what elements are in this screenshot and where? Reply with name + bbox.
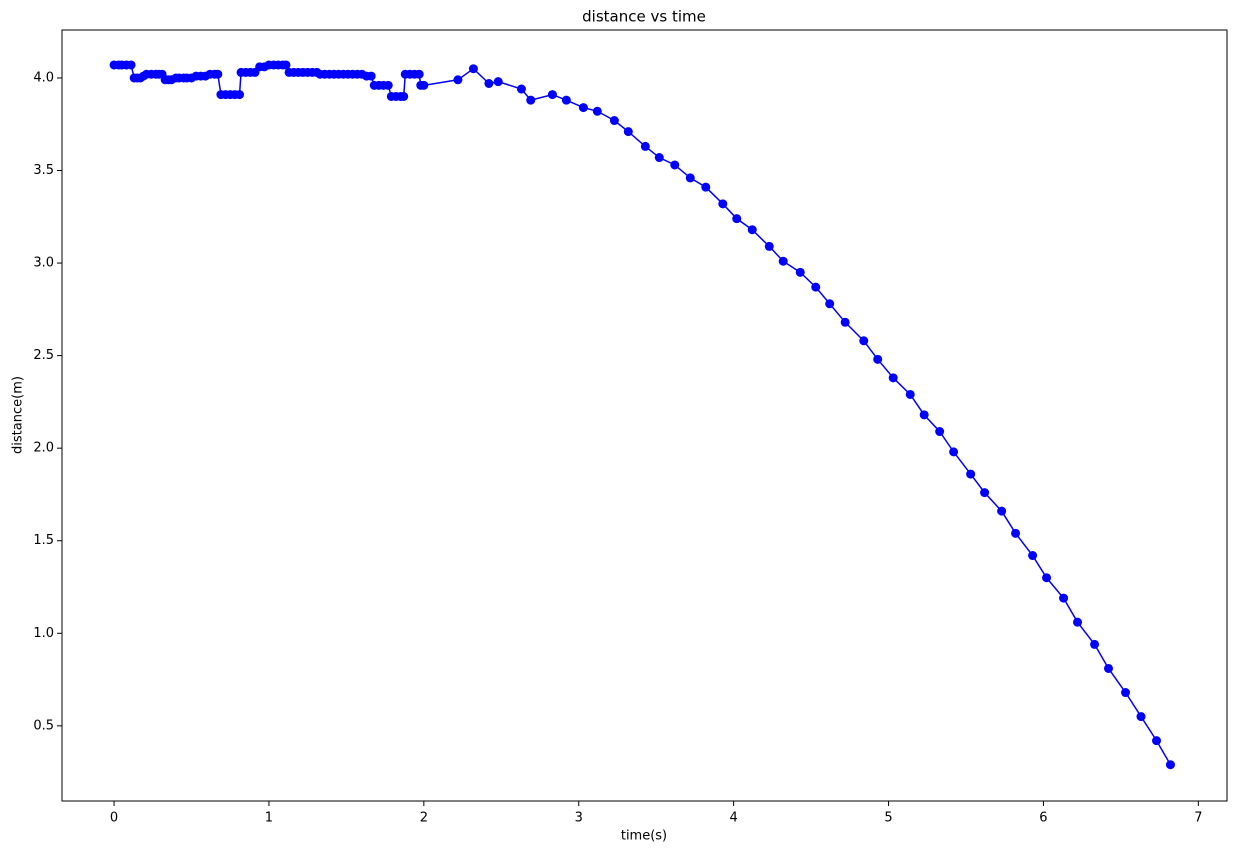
data-point bbox=[811, 282, 821, 292]
data-point bbox=[670, 160, 680, 170]
y-tick-label: 3.5 bbox=[33, 163, 54, 178]
data-point bbox=[980, 488, 990, 498]
plot-frame bbox=[61, 29, 1228, 802]
data-point bbox=[383, 80, 393, 90]
data-point bbox=[609, 116, 619, 126]
data-point bbox=[764, 241, 774, 251]
data-point bbox=[526, 95, 536, 105]
data-point bbox=[859, 336, 869, 346]
data-point bbox=[213, 69, 223, 79]
x-tick-label: 1 bbox=[265, 811, 273, 826]
data-point bbox=[453, 75, 463, 85]
x-tick-label: 0 bbox=[110, 811, 118, 826]
data-point bbox=[1059, 593, 1069, 603]
data-point bbox=[484, 78, 494, 88]
data-point bbox=[281, 60, 291, 70]
y-tick-label: 1.0 bbox=[33, 626, 54, 641]
data-point bbox=[1165, 760, 1175, 770]
y-tick-label: 3.0 bbox=[33, 256, 54, 271]
y-tick-label: 2.0 bbox=[33, 441, 54, 456]
data-point bbox=[126, 60, 136, 70]
data-point bbox=[468, 64, 478, 74]
data-point bbox=[840, 317, 850, 327]
chart-title: distance vs time bbox=[582, 8, 706, 26]
data-point bbox=[905, 389, 915, 399]
data-point bbox=[778, 256, 788, 266]
y-tick-label: 0.5 bbox=[33, 718, 54, 733]
data-point bbox=[873, 354, 883, 364]
data-point bbox=[949, 447, 959, 457]
data-point bbox=[399, 91, 409, 101]
data-point bbox=[561, 95, 571, 105]
data-point bbox=[919, 410, 929, 420]
data-point bbox=[1121, 688, 1131, 698]
data-point bbox=[1104, 663, 1114, 673]
data-point bbox=[1011, 528, 1021, 538]
x-tick-label: 5 bbox=[884, 811, 892, 826]
data-point bbox=[825, 299, 835, 309]
data-point bbox=[935, 427, 945, 437]
y-tick-label: 1.5 bbox=[33, 533, 54, 548]
data-point bbox=[718, 199, 728, 209]
y-tick-label: 4.0 bbox=[33, 70, 54, 85]
data-point bbox=[1136, 712, 1146, 722]
data-point bbox=[1152, 736, 1162, 746]
data-point bbox=[1090, 639, 1100, 649]
y-tick-label: 2.5 bbox=[33, 348, 54, 363]
data-point bbox=[997, 506, 1007, 516]
data-point bbox=[578, 103, 588, 113]
x-tick-label: 6 bbox=[1039, 811, 1047, 826]
data-point bbox=[747, 225, 757, 235]
data-point bbox=[888, 373, 898, 383]
x-tick-label: 2 bbox=[420, 811, 428, 826]
data-point bbox=[547, 90, 557, 100]
data-point bbox=[592, 106, 602, 116]
data-point bbox=[516, 84, 526, 94]
data-point bbox=[366, 71, 376, 81]
data-point bbox=[493, 77, 503, 87]
data-point bbox=[1073, 617, 1083, 627]
data-point bbox=[654, 153, 664, 163]
x-tick-label: 3 bbox=[575, 811, 583, 826]
data-point bbox=[414, 69, 424, 79]
x-axis-label: time(s) bbox=[621, 829, 667, 844]
x-tick-label: 4 bbox=[730, 811, 738, 826]
data-point bbox=[795, 267, 805, 277]
data-point bbox=[732, 214, 742, 224]
data-point bbox=[685, 173, 695, 183]
data-point bbox=[640, 141, 650, 151]
y-axis-label: distance(m) bbox=[11, 376, 26, 454]
data-point bbox=[235, 90, 245, 100]
data-point bbox=[419, 80, 429, 90]
data-point bbox=[966, 469, 976, 479]
data-point bbox=[701, 182, 711, 192]
data-point bbox=[1042, 573, 1052, 583]
x-tick-label: 7 bbox=[1194, 811, 1202, 826]
data-point bbox=[623, 127, 633, 137]
data-point bbox=[1028, 551, 1038, 561]
